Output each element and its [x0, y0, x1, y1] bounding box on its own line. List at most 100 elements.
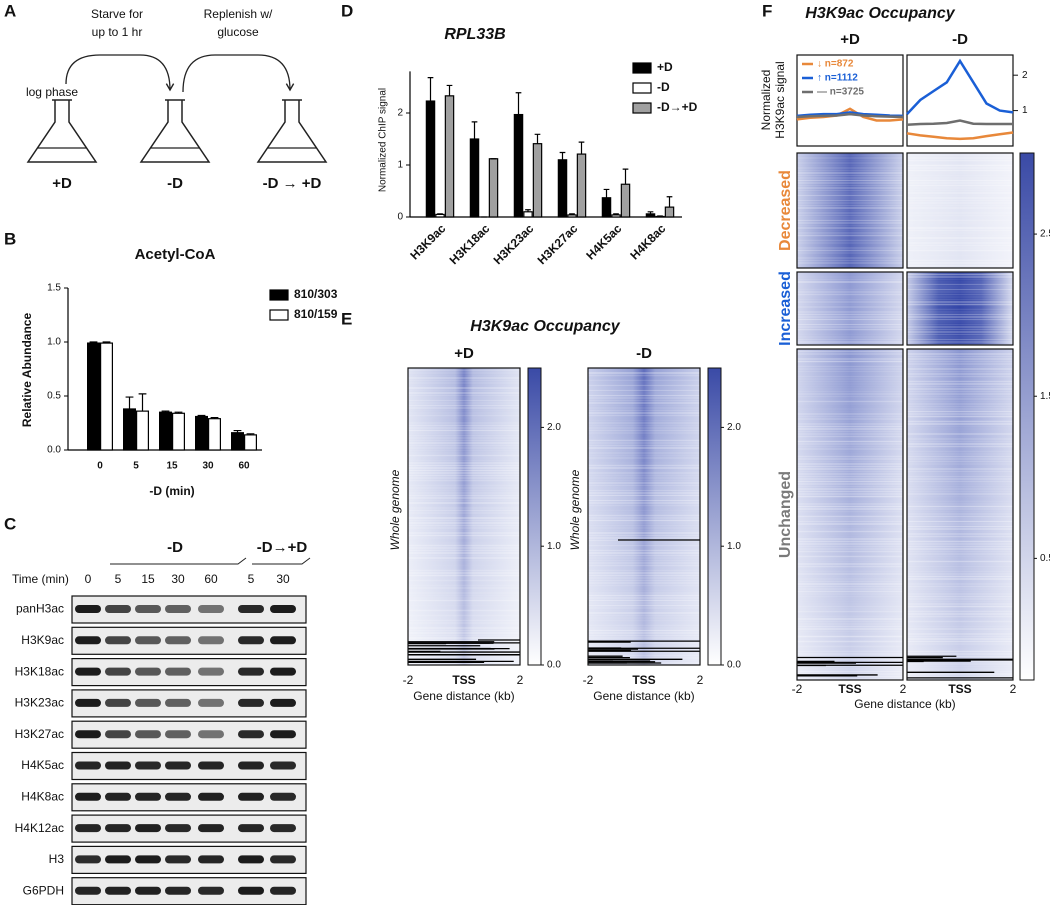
- step-label: up to 1 hr: [92, 25, 143, 39]
- x-axis-label: -D (min): [149, 484, 194, 498]
- error-bar: [233, 429, 242, 433]
- x-tick-label: TSS: [948, 682, 971, 696]
- legend-label: -D→+D: [657, 100, 698, 114]
- blot-band: [75, 761, 101, 770]
- bar: [435, 213, 445, 218]
- step-label: Replenish w/: [204, 7, 273, 21]
- x-tick-label: H3K23ac: [491, 221, 537, 267]
- legend-swatch: [269, 289, 289, 301]
- legend-label: +D: [657, 60, 673, 74]
- lane-label: 0: [85, 572, 92, 586]
- blot-band: [135, 605, 161, 613]
- bar: [244, 434, 258, 451]
- blot-band: [75, 636, 101, 645]
- x-tick-label: 2: [697, 673, 704, 687]
- bar: [567, 214, 577, 218]
- x-axis-label: Gene distance (kb): [593, 689, 694, 703]
- colorbar-tick-label: 2.5: [1040, 229, 1050, 240]
- bar: [425, 100, 436, 218]
- blot-band: [198, 605, 224, 613]
- heatmap-fade: [797, 349, 903, 680]
- bar: [557, 159, 568, 218]
- panel-label: B: [4, 229, 16, 248]
- blot-band: [238, 792, 264, 801]
- error-bar: [534, 133, 541, 144]
- blot-band: [165, 824, 191, 833]
- error-bar: [622, 168, 629, 185]
- colorbar: [527, 367, 542, 666]
- row-label: H3: [49, 852, 65, 866]
- blot-band: [165, 730, 191, 739]
- error-bar: [437, 213, 443, 215]
- bar: [195, 415, 209, 451]
- blot-band: [198, 761, 224, 770]
- legend-label: 810/303: [294, 287, 338, 301]
- group-label: -D→+D: [257, 539, 308, 556]
- x-tick-label: 0: [97, 461, 103, 472]
- bar: [601, 197, 612, 218]
- profile-line: [906, 131, 1014, 141]
- blot-band: [198, 792, 224, 801]
- x-tick-label: H3K9ac: [407, 221, 448, 262]
- chart-title: RPL33B: [444, 26, 505, 43]
- group-arrow: [110, 557, 247, 565]
- blot-band: [198, 636, 224, 645]
- blot-band: [270, 730, 296, 739]
- lane-label: 30: [276, 572, 290, 586]
- flask: [26, 100, 98, 163]
- y-tick-label: 0.0: [47, 445, 61, 456]
- heatmap-frame: [796, 152, 904, 269]
- time-label: Time (min): [12, 572, 69, 586]
- profile-line: [796, 112, 904, 119]
- blot-band: [165, 698, 191, 707]
- bar: [208, 418, 222, 451]
- blot-band: [135, 824, 161, 833]
- y-tick-label: 1: [397, 160, 403, 171]
- blot-band: [105, 636, 131, 645]
- blot-band: [198, 855, 224, 864]
- blot-band: [135, 730, 161, 739]
- colorbar: [1019, 152, 1035, 681]
- bar: [513, 113, 524, 218]
- error-bar: [161, 410, 170, 413]
- legend-swatch: [632, 62, 652, 74]
- error-bar: [427, 77, 434, 102]
- blot-band: [105, 792, 131, 801]
- bar: [444, 95, 455, 218]
- y-tick-label: 0.5: [47, 391, 61, 402]
- panel-label: E: [341, 309, 352, 328]
- error-bar: [197, 414, 206, 417]
- panel-title: H3K9ac Occupancy: [805, 5, 956, 22]
- flask-label: +D: [52, 175, 72, 192]
- blot-band: [75, 667, 101, 676]
- blot-band: [238, 605, 264, 613]
- bar: [159, 411, 173, 451]
- x-tick-label: H4K8ac: [627, 221, 668, 262]
- heatmap: [907, 272, 1013, 345]
- panel-label: D: [341, 1, 353, 20]
- panel-title: H3K9ac Occupancy: [470, 318, 621, 335]
- error-bar: [666, 196, 673, 208]
- blot-band: [198, 824, 224, 833]
- x-tick-label: H4K5ac: [583, 221, 624, 262]
- x-tick-label: 5: [133, 461, 139, 472]
- colorbar-tick-label: 0.0: [727, 660, 741, 671]
- x-tick-label: 15: [166, 461, 178, 472]
- y-axis-label: Relative Abundance: [20, 313, 34, 428]
- x-tick-label: 60: [238, 461, 250, 472]
- error-bar: [515, 92, 522, 115]
- error-bar: [138, 393, 147, 412]
- blot-band: [238, 855, 264, 864]
- group-label: -D: [167, 539, 183, 556]
- x-tick-label: H3K18ac: [447, 221, 493, 267]
- bar: [645, 213, 656, 218]
- column-label: +D: [454, 345, 474, 362]
- heatmap-frame: [587, 367, 701, 666]
- blot-band: [270, 605, 296, 613]
- blot-band: [75, 855, 101, 864]
- colorbar-tick-label: 1.0: [727, 541, 741, 552]
- column-label: -D: [952, 31, 968, 48]
- step-label: Starve for: [91, 7, 143, 21]
- colorbar: [707, 367, 722, 666]
